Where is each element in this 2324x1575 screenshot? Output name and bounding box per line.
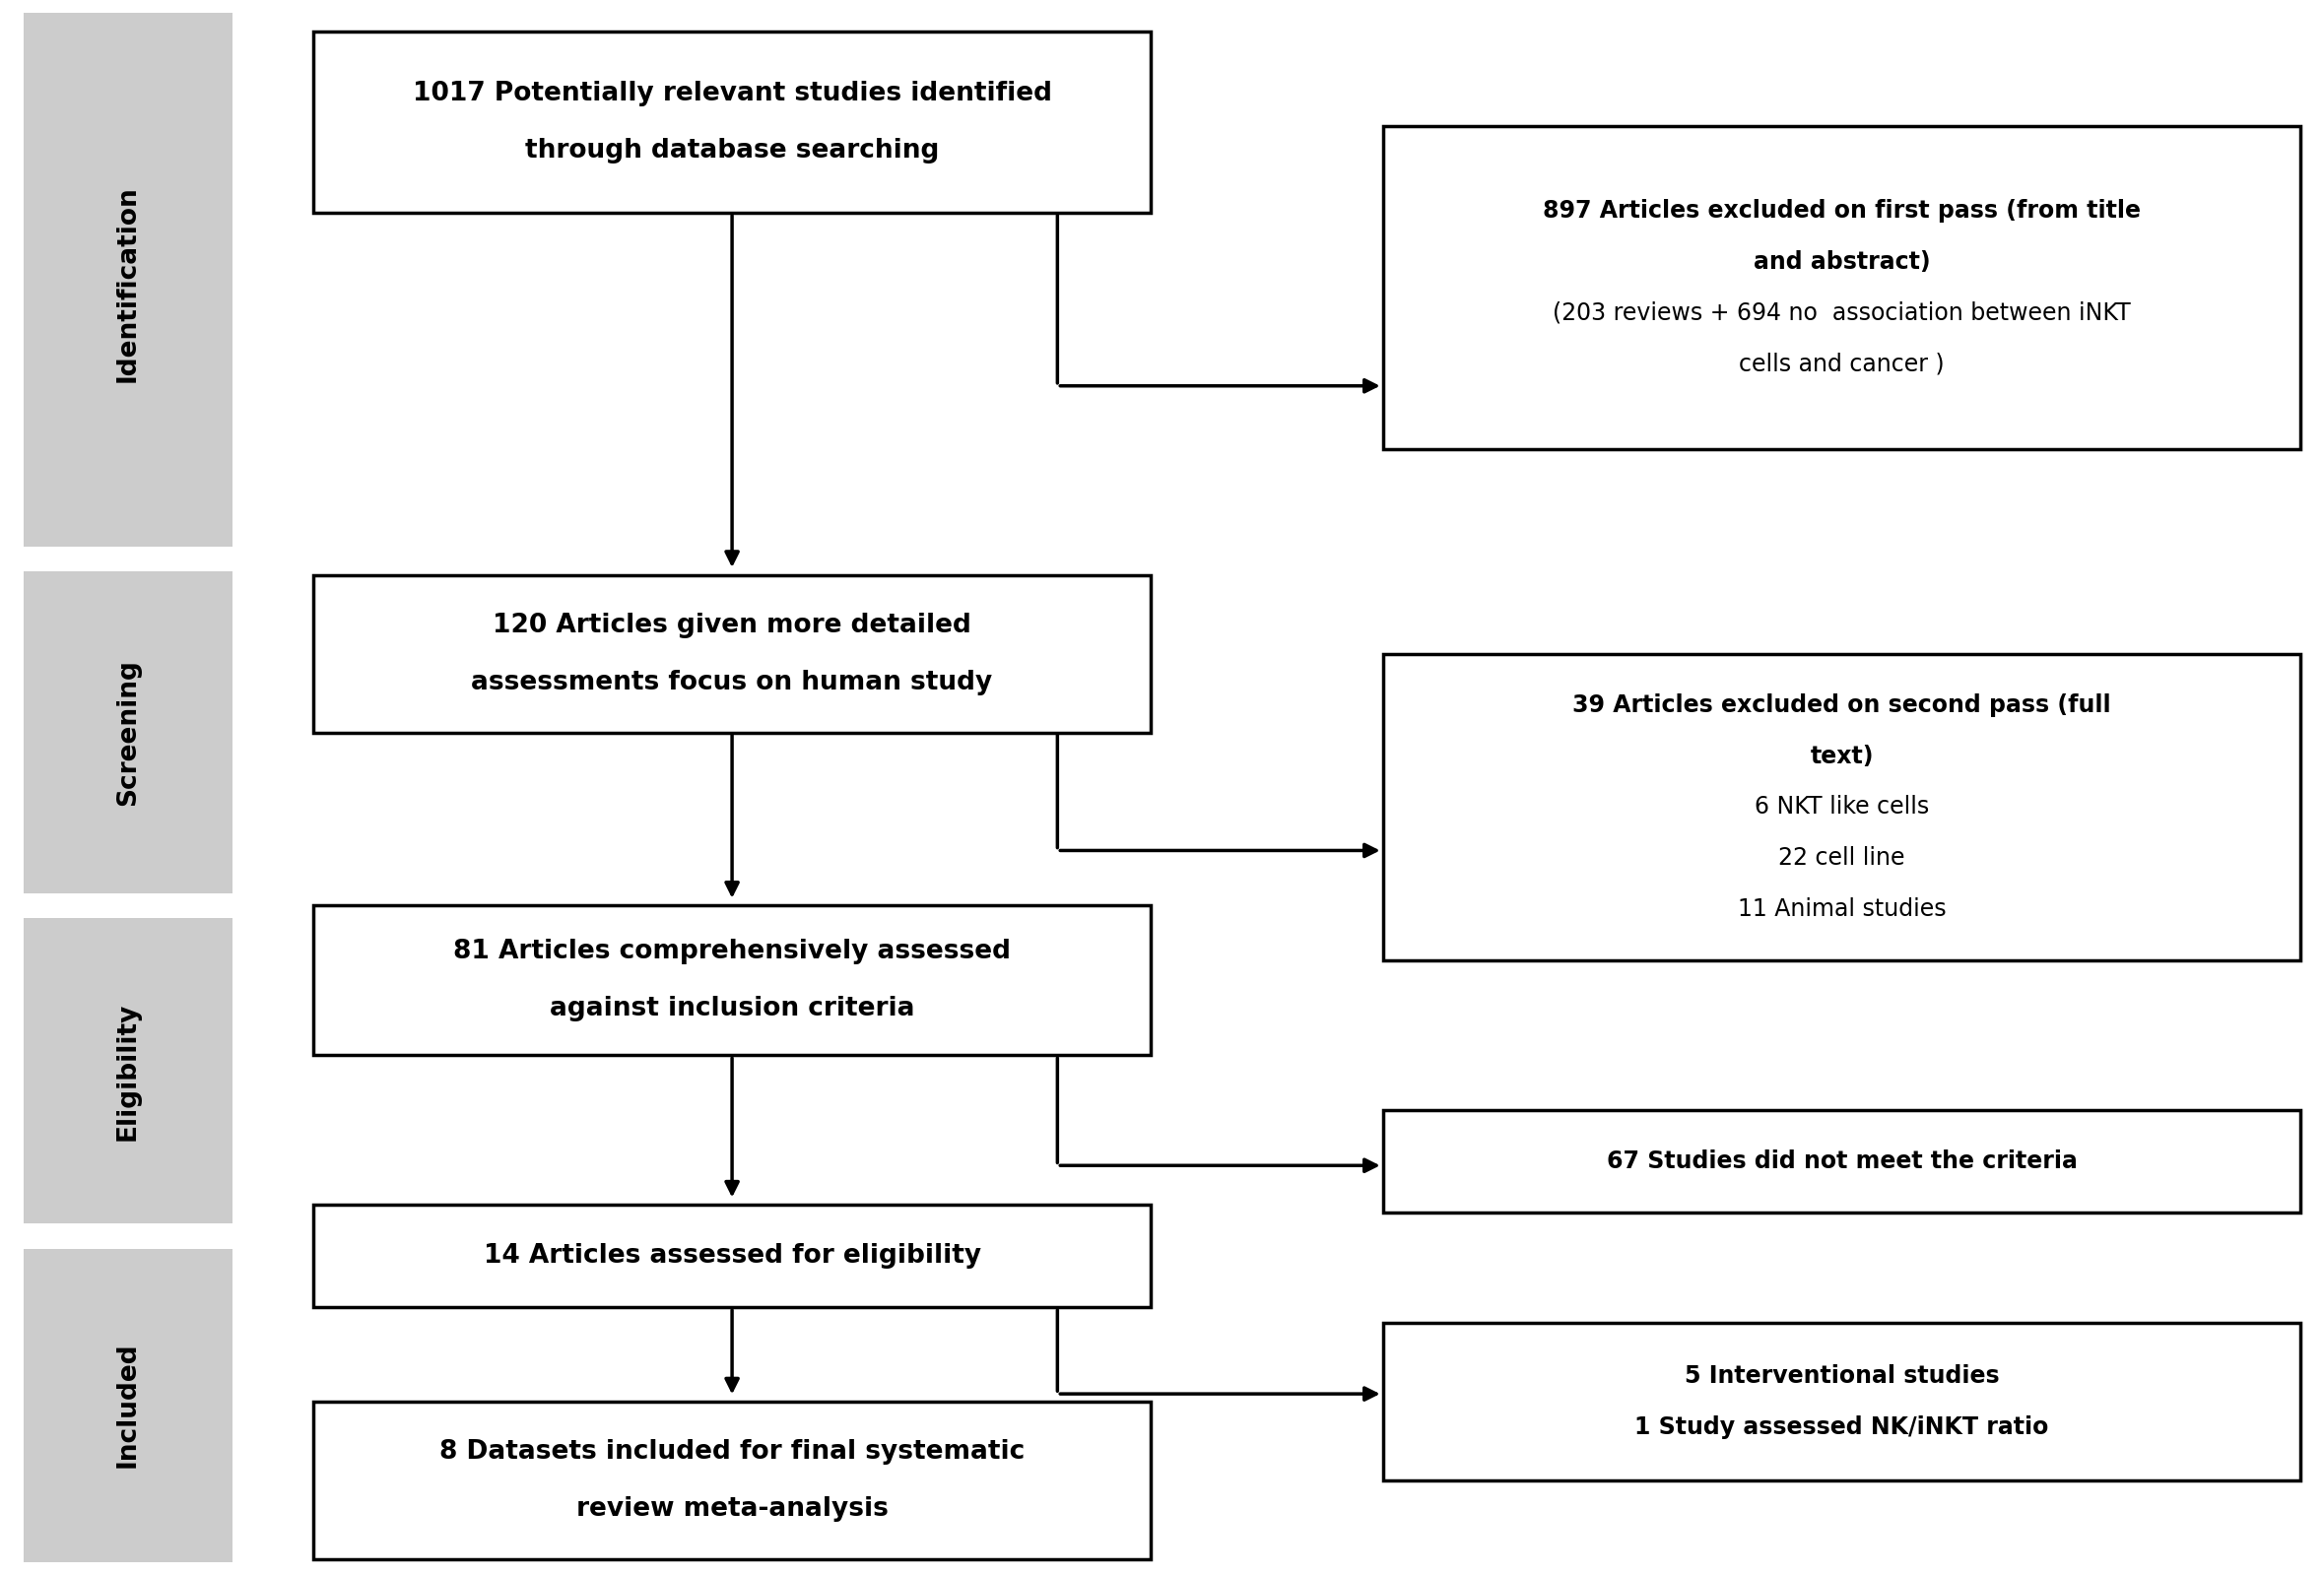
Bar	[1383, 126, 2301, 449]
Text: 6 NKT like cells: 6 NKT like cells	[1755, 795, 1929, 819]
Bar	[314, 32, 1150, 213]
Text: 120 Articles given more detailed: 120 Articles given more detailed	[493, 613, 971, 638]
Text: 5 Interventional studies: 5 Interventional studies	[1685, 1364, 1999, 1388]
Text: Screening: Screening	[114, 658, 142, 806]
Text: and abstract): and abstract)	[1752, 250, 1931, 274]
Bar	[314, 1205, 1150, 1307]
Bar	[23, 13, 232, 547]
Bar	[23, 572, 232, 893]
Text: through database searching: through database searching	[525, 139, 939, 164]
Text: 22 cell line: 22 cell line	[1778, 846, 1906, 869]
Text: 11 Animal studies: 11 Animal studies	[1738, 898, 1945, 921]
Text: 1 Study assessed NK/iNKT ratio: 1 Study assessed NK/iNKT ratio	[1634, 1416, 2050, 1440]
Text: (203 reviews + 694 no  association between iNKT: (203 reviews + 694 no association betwee…	[1552, 301, 2131, 324]
Bar	[1383, 1323, 2301, 1480]
Bar	[314, 906, 1150, 1055]
Bar	[1383, 654, 2301, 961]
Bar	[23, 918, 232, 1224]
Text: assessments focus on human study: assessments focus on human study	[472, 669, 992, 695]
Text: Included: Included	[114, 1342, 142, 1468]
Text: Identification: Identification	[114, 186, 142, 381]
Text: Eligibility: Eligibility	[114, 1002, 142, 1140]
Text: 8 Datasets included for final systematic: 8 Datasets included for final systematic	[439, 1440, 1025, 1465]
Bar	[314, 575, 1150, 732]
Text: cells and cancer ): cells and cancer )	[1738, 353, 1945, 376]
Text: 81 Articles comprehensively assessed: 81 Articles comprehensively assessed	[453, 939, 1011, 964]
Text: against inclusion criteria: against inclusion criteria	[548, 997, 916, 1022]
Text: text): text)	[1810, 745, 1873, 769]
Bar	[23, 1249, 232, 1562]
Text: 39 Articles excluded on second pass (full: 39 Articles excluded on second pass (ful…	[1573, 693, 2110, 717]
Text: 1017 Potentially relevant studies identified: 1017 Potentially relevant studies identi…	[411, 80, 1053, 106]
Text: 897 Articles excluded on first pass (from title: 897 Articles excluded on first pass (fro…	[1543, 198, 2140, 222]
Bar	[314, 1402, 1150, 1559]
Text: 14 Articles assessed for eligibility: 14 Articles assessed for eligibility	[483, 1243, 981, 1269]
Bar	[1383, 1110, 2301, 1213]
Text: 67 Studies did not meet the criteria: 67 Studies did not meet the criteria	[1606, 1150, 2078, 1173]
Text: review meta-analysis: review meta-analysis	[576, 1496, 888, 1521]
